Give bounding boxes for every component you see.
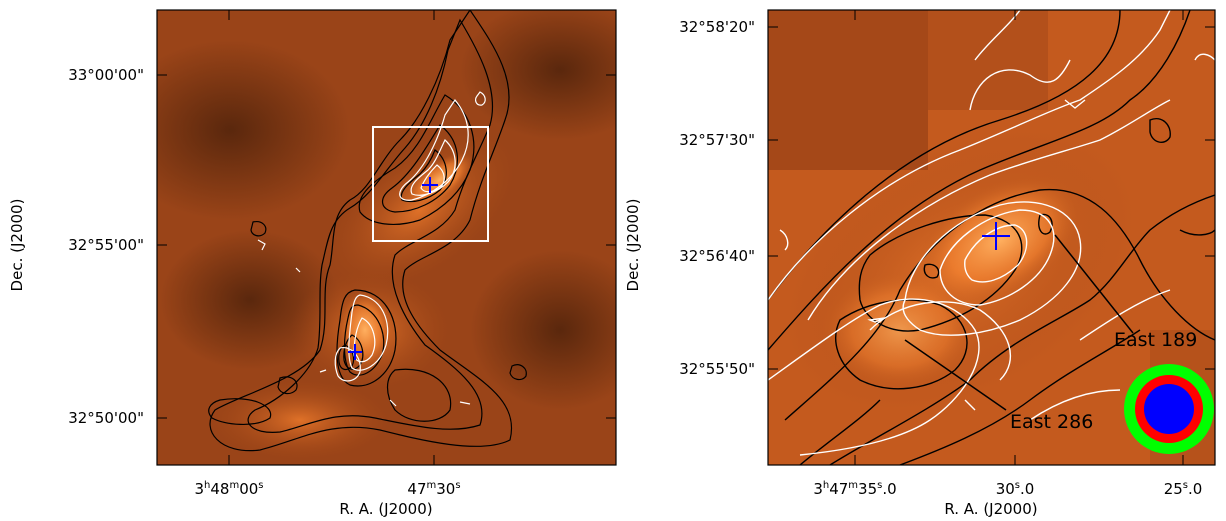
source-cross bbox=[982, 222, 1010, 250]
right-x-axis-label: R. A. (J2000) bbox=[944, 500, 1037, 518]
east-189-pointer bbox=[1054, 234, 1134, 334]
right-ra-tick-2: 30s.0 bbox=[996, 480, 1035, 498]
right-ticks bbox=[768, 10, 1215, 465]
right-black-contours bbox=[768, 10, 1215, 465]
right-dec-tick-3: 32°56'40" bbox=[679, 247, 755, 265]
left-dec-tick-1: 33°00'00" bbox=[68, 66, 144, 84]
left-dec-tick-2: 32°55'00" bbox=[68, 236, 144, 254]
right-dec-tick-4: 32°55'50" bbox=[679, 360, 755, 378]
left-dec-tick-3: 32°50'00" bbox=[68, 409, 144, 427]
right-ra-tick-1: 3h47m35s.0 bbox=[813, 480, 896, 498]
right-map-panel: East 189 East 286 32°58'20" 32°57'30" 32… bbox=[624, 9, 1216, 518]
zoom-region-box bbox=[372, 126, 489, 242]
left-ticks bbox=[157, 10, 616, 465]
left-map-panel: 33°00'00" 32°55'00" 32°50'00" 3h48m00s 4… bbox=[8, 9, 617, 518]
label-east-189: East 189 bbox=[1114, 329, 1197, 351]
right-y-axis-label: Dec. (J2000) bbox=[624, 199, 642, 292]
left-y-axis-label: Dec. (J2000) bbox=[8, 199, 26, 292]
left-x-axis-label: R. A. (J2000) bbox=[339, 500, 432, 518]
left-ra-tick-2: 47m30s bbox=[407, 480, 460, 498]
source-cross-south bbox=[348, 344, 362, 360]
left-black-contours bbox=[208, 10, 527, 452]
right-ra-tick-3: 25s.0 bbox=[1164, 480, 1203, 498]
east-286-pointer bbox=[904, 339, 1007, 411]
source-cross-north bbox=[422, 177, 438, 193]
beam-size-indicator bbox=[1124, 364, 1214, 454]
right-dec-tick-1: 32°58'20" bbox=[679, 18, 755, 36]
right-frame bbox=[767, 9, 1216, 466]
left-white-contours bbox=[257, 91, 486, 407]
left-ra-tick-1: 3h48m00s bbox=[194, 480, 263, 498]
label-east-286: East 286 bbox=[1010, 411, 1093, 433]
left-frame bbox=[156, 9, 617, 466]
left-map-image bbox=[157, 10, 616, 465]
right-map-image bbox=[768, 10, 1215, 465]
right-dec-tick-2: 32°57'30" bbox=[679, 131, 755, 149]
